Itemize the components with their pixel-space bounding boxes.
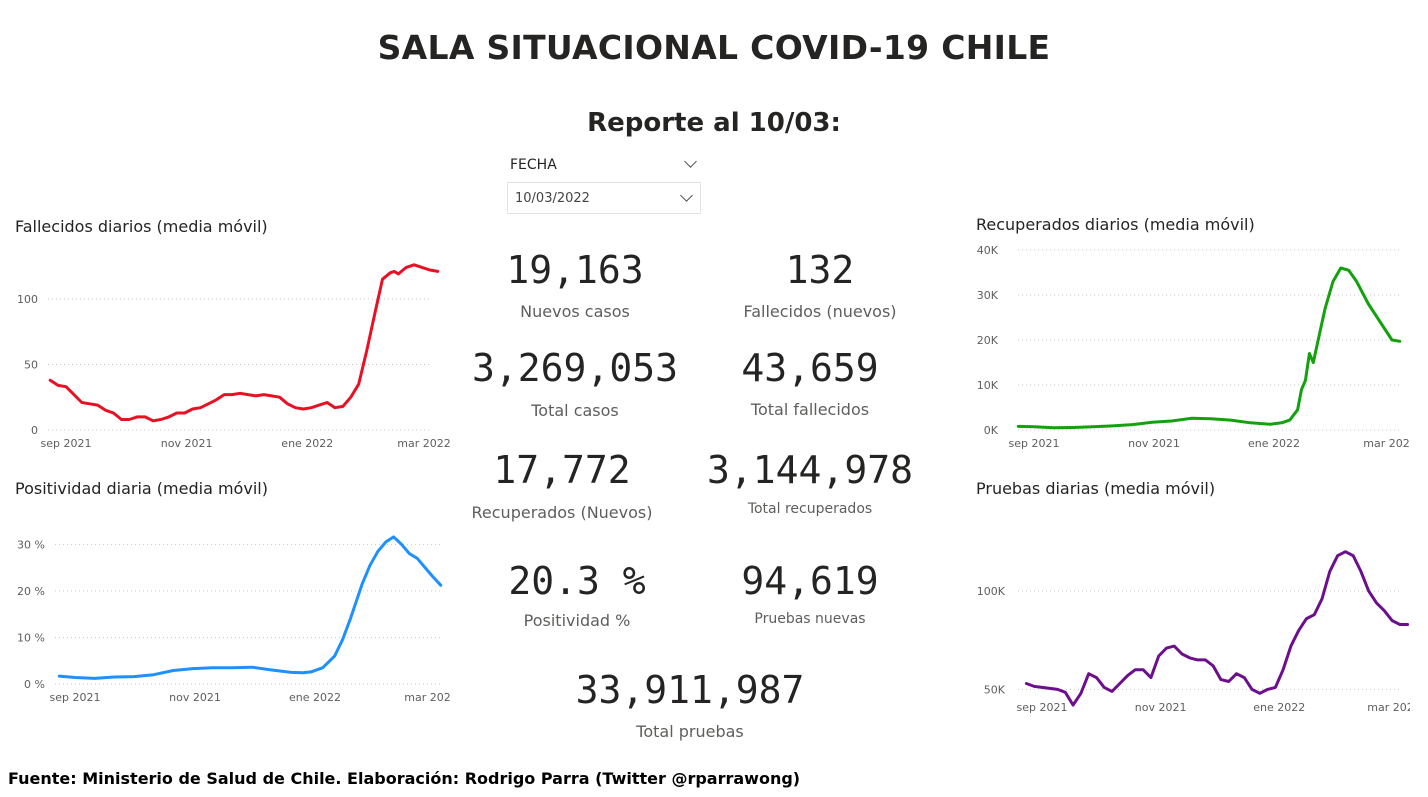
kpi-recuperados-nuevos-label: Recuperados (Nuevos) bbox=[471, 503, 653, 522]
series-line-positividad[interactable] bbox=[57, 535, 443, 680]
kpi-total-casos-value: 3,269,053 bbox=[472, 346, 678, 390]
x-tick-label: sep 2021 bbox=[41, 437, 92, 450]
y-tick-label: 20 % bbox=[17, 585, 45, 598]
y-tick-label: 40K bbox=[977, 244, 999, 257]
fecha-dropdown-value: 10/03/2022 bbox=[515, 191, 590, 206]
chart-positividad[interactable]: 0 % 10 % 20 % 30 % sep 2021 nov 2021 ene 2022 m… bbox=[0, 520, 450, 710]
kpi-fallecidos-nuevos-value: 132 bbox=[785, 248, 855, 292]
x-tick-label: mar 2022 bbox=[397, 437, 450, 450]
fecha-dropdown[interactable]: 10/03/2022 bbox=[507, 182, 701, 214]
kpi-total-pruebas-label: Total pruebas bbox=[636, 722, 744, 741]
y-tick-label: 10 % bbox=[17, 631, 45, 644]
series-line-pruebas[interactable] bbox=[1024, 550, 1410, 707]
x-tick-label: ene 2022 bbox=[1248, 437, 1300, 450]
y-tick-label: 30 % bbox=[17, 538, 45, 551]
kpi-recuperados-nuevos-value: 17,772 bbox=[493, 448, 631, 492]
fecha-slicer-header[interactable]: FECHA bbox=[510, 155, 700, 177]
chart-title-recuperados: Recuperados diarios (media móvil) bbox=[976, 215, 1255, 234]
chart-fallecidos[interactable]: 0 50 100 sep 2021 nov 2021 ene 2022 mar 2022 bbox=[0, 240, 450, 455]
page-title: SALA SITUACIONAL COVID-19 CHILE bbox=[377, 28, 1051, 67]
kpi-positividad-value: 20.3 % bbox=[508, 559, 646, 603]
kpi-pruebas-nuevas-value: 94,619 bbox=[741, 559, 879, 603]
x-tick-label: ene 2022 bbox=[281, 437, 333, 450]
report-date-title: Reporte al 10/03: bbox=[587, 108, 841, 138]
source-footer: Fuente: Ministerio de Salud de Chile. El… bbox=[8, 769, 801, 788]
y-tick-label: 50K bbox=[984, 683, 1006, 696]
kpi-total-recuperados-value: 3,144,978 bbox=[707, 448, 913, 492]
kpi-total-recuperados-label: Total recuperados bbox=[747, 501, 873, 517]
x-tick-label: mar 2022 bbox=[404, 691, 450, 704]
x-tick-label: sep 2021 bbox=[50, 691, 101, 704]
chart-pruebas[interactable]: 50K 100K sep 2021 nov 2021 ene 2022 mar 2022 bbox=[960, 520, 1410, 720]
x-tick-label: nov 2021 bbox=[169, 691, 221, 704]
y-tick-label: 50 bbox=[24, 358, 38, 371]
kpi-total-fallecidos-value: 43,659 bbox=[741, 346, 879, 390]
chevron-down-icon[interactable] bbox=[684, 155, 697, 168]
kpi-pruebas-nuevas-label: Pruebas nuevas bbox=[754, 611, 866, 627]
kpi-fallecidos-nuevos-label: Fallecidos (nuevos) bbox=[743, 302, 897, 321]
series-line-fallecidos[interactable] bbox=[48, 263, 440, 423]
x-tick-label: sep 2021 bbox=[1017, 701, 1068, 714]
chart-title-fallecidos: Fallecidos diarios (media móvil) bbox=[15, 217, 268, 236]
y-tick-label: 0K bbox=[984, 424, 999, 437]
chevron-down-icon[interactable] bbox=[680, 189, 693, 202]
y-tick-label: 20K bbox=[977, 334, 999, 347]
kpi-total-fallecidos-label: Total fallecidos bbox=[750, 400, 870, 419]
x-tick-label: ene 2022 bbox=[1253, 701, 1305, 714]
chart-title-positividad: Positividad diaria (media móvil) bbox=[15, 479, 268, 498]
fecha-slicer-label: FECHA bbox=[510, 157, 557, 173]
kpi-positividad-label: Positividad % bbox=[523, 611, 631, 630]
y-tick-label: 10K bbox=[977, 379, 999, 392]
kpi-total-casos-label: Total casos bbox=[531, 401, 619, 420]
y-tick-label: 100 bbox=[17, 293, 38, 306]
y-tick-label: 0 bbox=[31, 424, 38, 437]
x-tick-label: mar 2022 bbox=[1363, 437, 1410, 450]
x-tick-label: nov 2021 bbox=[161, 437, 213, 450]
x-tick-label: sep 2021 bbox=[1009, 437, 1060, 450]
x-tick-label: nov 2021 bbox=[1135, 701, 1187, 714]
x-tick-label: ene 2022 bbox=[289, 691, 341, 704]
kpi-total-pruebas-value: 33,911,987 bbox=[575, 668, 805, 712]
y-tick-label: 100K bbox=[977, 585, 1006, 598]
chart-title-pruebas: Pruebas diarias (media móvil) bbox=[976, 479, 1216, 498]
kpi-nuevos-casos-value: 19,163 bbox=[506, 248, 644, 292]
chart-recuperados[interactable]: 0K 10K 20K 30K 40K sep 2021 nov 2021 ene 2022 ma… bbox=[960, 238, 1410, 456]
x-tick-label: nov 2021 bbox=[1128, 437, 1180, 450]
y-tick-label: 0 % bbox=[24, 678, 45, 691]
y-tick-label: 30K bbox=[977, 289, 999, 302]
series-line-recuperados[interactable] bbox=[1016, 266, 1402, 430]
x-tick-label: mar 2022 bbox=[1367, 701, 1410, 714]
kpi-nuevos-casos-label: Nuevos casos bbox=[520, 302, 630, 321]
